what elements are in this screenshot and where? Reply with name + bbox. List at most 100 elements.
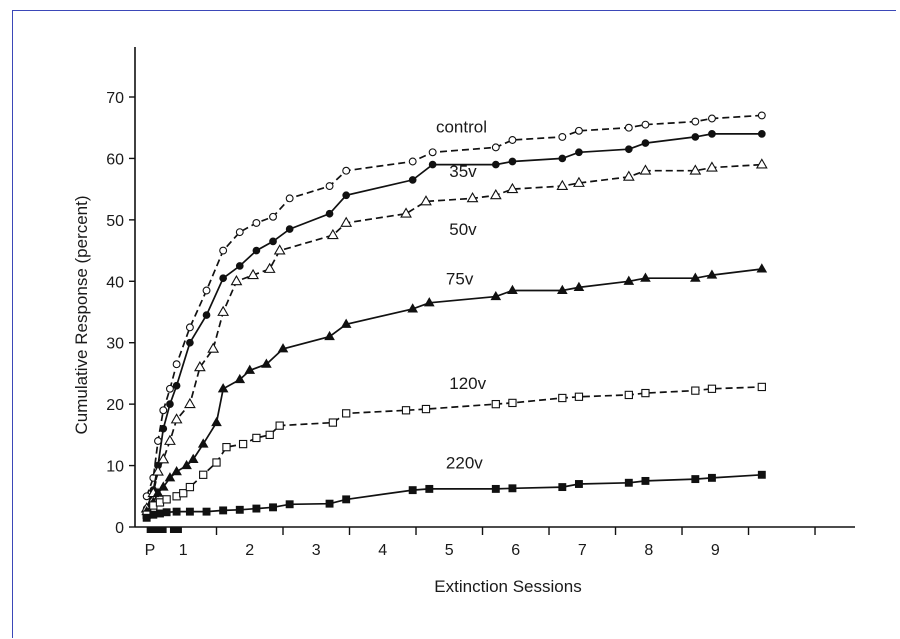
y-axis-label: Cumulative Response (percent) <box>72 195 91 434</box>
data-point <box>624 145 633 154</box>
data-point <box>407 303 419 313</box>
series-line <box>145 133 762 509</box>
data-point <box>508 398 517 408</box>
data-point <box>707 384 717 393</box>
data-point <box>342 409 351 418</box>
x-tick-label: P <box>145 542 156 559</box>
data-point <box>265 430 274 440</box>
data-point <box>170 413 183 424</box>
data-point <box>641 120 650 129</box>
y-tick-label: 50 <box>106 213 124 230</box>
data-point <box>164 472 176 482</box>
data-point <box>156 509 164 518</box>
x-tick-label: 4 <box>378 542 387 559</box>
data-point <box>252 218 261 227</box>
x-tick-label: 9 <box>711 542 720 559</box>
data-point <box>252 504 261 513</box>
series-50v <box>140 158 768 513</box>
series-label-75v: 75v <box>446 269 474 288</box>
data-point <box>425 484 434 493</box>
data-point <box>466 192 479 203</box>
data-point <box>142 513 151 522</box>
data-point <box>573 281 585 291</box>
series-label-50v: 50v <box>449 220 477 239</box>
x-tick-label: 3 <box>312 542 321 559</box>
data-point <box>187 453 199 463</box>
y-tick-label: 0 <box>115 520 124 537</box>
data-point <box>212 458 221 467</box>
data-point <box>285 500 294 509</box>
data-point <box>235 262 244 270</box>
data-point <box>185 482 195 492</box>
data-point <box>269 503 277 512</box>
data-point <box>556 284 568 295</box>
data-point <box>641 139 650 147</box>
data-point <box>757 111 766 120</box>
data-point <box>689 272 701 282</box>
data-point <box>184 397 196 409</box>
data-point <box>247 268 259 280</box>
series-line <box>145 114 762 497</box>
x-tick-label: 2 <box>245 542 254 559</box>
data-point <box>506 182 519 194</box>
data-point <box>235 505 244 514</box>
data-point <box>263 262 276 273</box>
data-point <box>574 392 584 401</box>
data-point <box>217 383 229 393</box>
data-point <box>641 476 650 485</box>
data-point <box>172 507 181 516</box>
data-point <box>197 438 209 448</box>
data-point <box>252 433 261 443</box>
data-point <box>507 284 518 295</box>
data-point <box>691 133 700 141</box>
y-tick-label: 20 <box>106 397 124 414</box>
data-point <box>326 228 339 240</box>
data-point <box>324 330 335 341</box>
data-point <box>179 489 188 498</box>
data-point <box>202 286 211 295</box>
data-point <box>491 143 500 152</box>
data-point <box>558 154 567 163</box>
data-point <box>491 399 500 409</box>
data-point <box>193 360 206 372</box>
data-point <box>152 487 164 497</box>
data-point <box>181 459 192 470</box>
data-point <box>202 507 211 516</box>
data-point <box>185 507 194 516</box>
data-point <box>423 297 435 307</box>
data-point <box>219 506 228 515</box>
x-tick-label: 6 <box>511 542 520 559</box>
axes: 0 10 20 30 40 50 60 70 P 1 2 3 4 5 6 7 8 9 <box>106 47 855 559</box>
data-point <box>558 393 567 403</box>
data-point <box>273 244 286 255</box>
data-point <box>574 126 583 135</box>
data-point <box>558 483 567 492</box>
series-control <box>142 111 766 501</box>
data-point <box>340 318 352 328</box>
data-point <box>222 442 231 452</box>
data-point <box>707 114 716 123</box>
data-point <box>217 305 230 316</box>
data-point <box>149 510 158 519</box>
data-point <box>185 323 194 332</box>
data-point <box>757 382 766 392</box>
data-point <box>219 246 228 255</box>
series-label-220v: 220v <box>446 454 483 473</box>
data-point <box>230 274 243 286</box>
x-tick-label: 7 <box>578 542 587 559</box>
data-point <box>285 225 294 233</box>
series-label-120v: 120v <box>449 374 486 393</box>
data-point <box>508 157 517 166</box>
data-point <box>622 170 635 181</box>
data-point <box>574 480 583 488</box>
data-point <box>508 484 517 493</box>
data-point <box>757 130 766 138</box>
data-point <box>428 160 437 169</box>
data-point <box>157 453 170 464</box>
x-axis-label: Extinction Sessions <box>434 577 581 596</box>
data-point <box>285 194 294 203</box>
data-point <box>261 358 272 368</box>
data-point <box>211 416 222 427</box>
y-tick-label: 30 <box>106 336 124 353</box>
data-point <box>159 406 168 415</box>
